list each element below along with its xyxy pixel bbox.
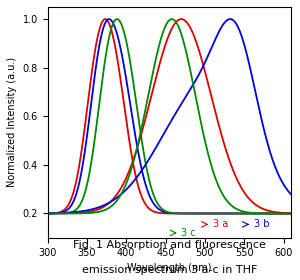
Y-axis label: Normalized Intensity (a.u.): Normalized Intensity (a.u.)	[7, 57, 17, 187]
Text: 3 b: 3 b	[254, 220, 269, 229]
Text: 3 c: 3 c	[181, 228, 196, 238]
Text: Fig. 1 Absorption and fluorescence: Fig. 1 Absorption and fluorescence	[73, 240, 266, 250]
X-axis label: Wavelength (nm): Wavelength (nm)	[127, 263, 212, 273]
Text: emission spectrum 3 a-c in THF: emission spectrum 3 a-c in THF	[82, 265, 257, 276]
Text: 3 a: 3 a	[213, 220, 228, 229]
